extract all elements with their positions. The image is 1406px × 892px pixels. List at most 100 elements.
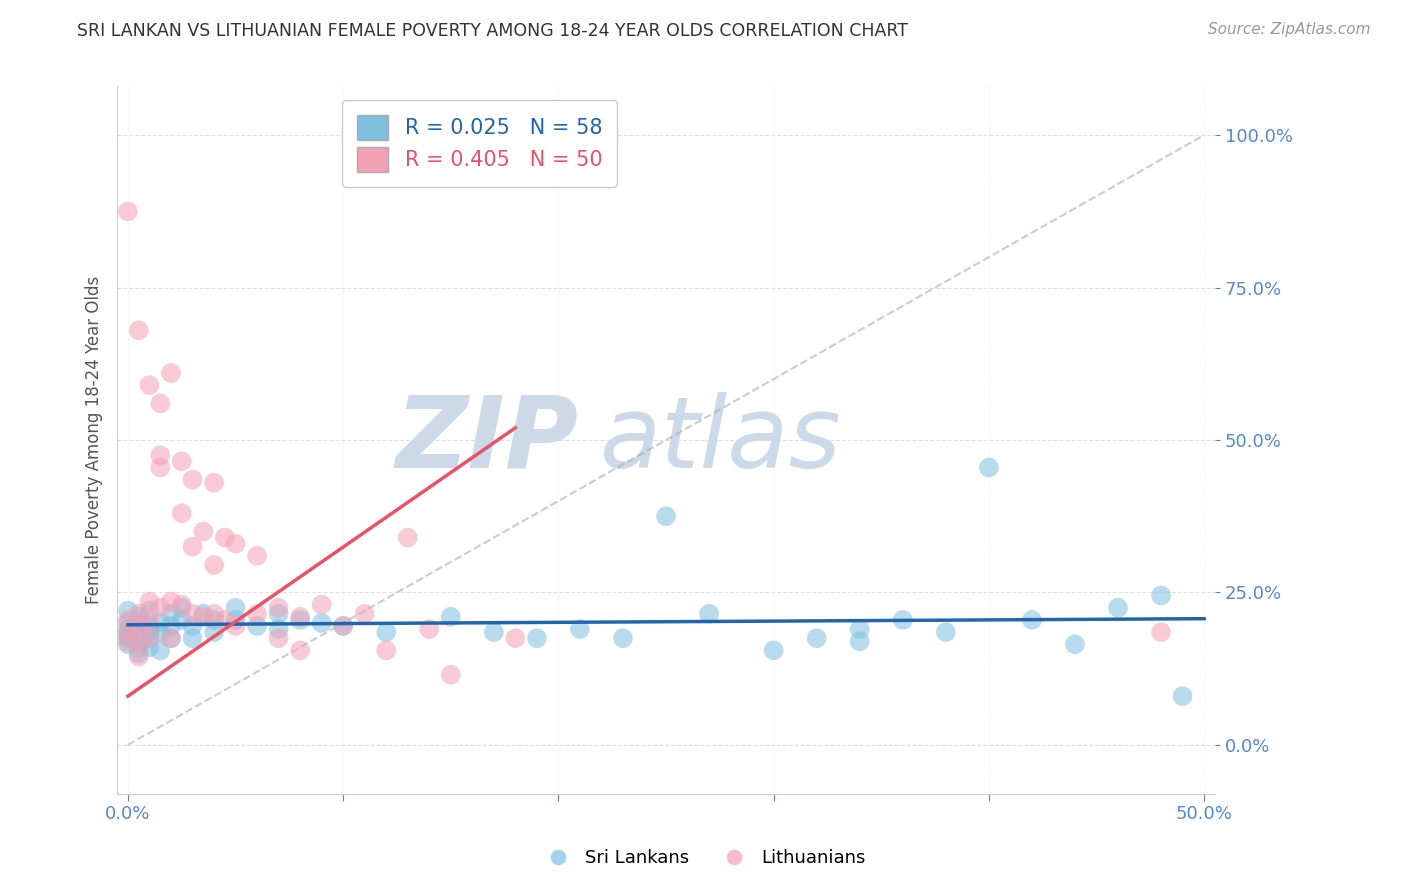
Point xyxy=(505,631,527,645)
Point xyxy=(891,613,914,627)
Point xyxy=(267,622,290,636)
Point xyxy=(149,643,172,657)
Point xyxy=(117,615,139,630)
Point xyxy=(225,619,247,633)
Point xyxy=(193,610,215,624)
Point xyxy=(138,631,160,645)
Point xyxy=(267,631,290,645)
Point xyxy=(288,643,311,657)
Point xyxy=(246,607,269,621)
Point xyxy=(160,594,183,608)
Point xyxy=(181,631,204,645)
Point xyxy=(117,634,139,648)
Point xyxy=(1107,600,1129,615)
Point xyxy=(160,366,183,380)
Point xyxy=(138,594,160,608)
Point xyxy=(128,634,150,648)
Point xyxy=(160,619,183,633)
Point xyxy=(762,643,785,657)
Point xyxy=(138,625,160,640)
Point xyxy=(128,615,150,630)
Point xyxy=(149,615,172,630)
Point xyxy=(202,475,225,490)
Point xyxy=(396,531,419,545)
Point xyxy=(181,540,204,554)
Point xyxy=(160,631,183,645)
Point xyxy=(288,610,311,624)
Text: ZIP: ZIP xyxy=(395,392,578,489)
Point xyxy=(848,622,870,636)
Point xyxy=(202,625,225,640)
Point xyxy=(214,531,236,545)
Point xyxy=(332,619,354,633)
Point xyxy=(375,643,398,657)
Point xyxy=(128,649,150,664)
Point xyxy=(806,631,828,645)
Point xyxy=(128,619,150,633)
Point xyxy=(149,460,172,475)
Point xyxy=(311,615,333,630)
Point xyxy=(612,631,634,645)
Point xyxy=(170,454,193,468)
Point xyxy=(267,600,290,615)
Point xyxy=(353,607,375,621)
Point xyxy=(1150,625,1173,640)
Point xyxy=(117,637,139,651)
Point xyxy=(440,610,463,624)
Point xyxy=(117,622,139,636)
Point xyxy=(170,613,193,627)
Point xyxy=(1064,637,1087,651)
Point xyxy=(128,607,150,621)
Point xyxy=(117,628,139,642)
Y-axis label: Female Poverty Among 18-24 Year Olds: Female Poverty Among 18-24 Year Olds xyxy=(86,276,103,604)
Point xyxy=(181,607,204,621)
Point xyxy=(117,204,139,219)
Point xyxy=(138,378,160,392)
Point xyxy=(128,619,150,633)
Point xyxy=(526,631,548,645)
Point xyxy=(181,473,204,487)
Point xyxy=(149,600,172,615)
Point xyxy=(202,613,225,627)
Text: atlas: atlas xyxy=(600,392,842,489)
Point xyxy=(117,613,139,627)
Point xyxy=(214,613,236,627)
Point xyxy=(655,509,678,524)
Point xyxy=(1171,689,1194,703)
Point xyxy=(977,460,1000,475)
Point xyxy=(848,634,870,648)
Point xyxy=(170,600,193,615)
Point xyxy=(482,625,505,640)
Point xyxy=(128,610,150,624)
Point xyxy=(117,625,139,640)
Point xyxy=(246,619,269,633)
Point xyxy=(128,640,150,655)
Point xyxy=(128,628,150,642)
Point xyxy=(246,549,269,563)
Point xyxy=(1021,613,1043,627)
Point xyxy=(225,613,247,627)
Point xyxy=(117,604,139,618)
Point xyxy=(160,631,183,645)
Point xyxy=(138,604,160,618)
Point xyxy=(117,631,139,645)
Point xyxy=(181,619,204,633)
Point xyxy=(202,607,225,621)
Text: SRI LANKAN VS LITHUANIAN FEMALE POVERTY AMONG 18-24 YEAR OLDS CORRELATION CHART: SRI LANKAN VS LITHUANIAN FEMALE POVERTY … xyxy=(77,22,908,40)
Point xyxy=(138,640,160,655)
Point xyxy=(128,323,150,337)
Point xyxy=(1150,589,1173,603)
Point xyxy=(193,524,215,539)
Point xyxy=(138,619,160,633)
Point xyxy=(170,598,193,612)
Point xyxy=(311,598,333,612)
Point xyxy=(225,537,247,551)
Point xyxy=(288,613,311,627)
Point xyxy=(225,600,247,615)
Point xyxy=(935,625,957,640)
Point xyxy=(568,622,591,636)
Point xyxy=(267,607,290,621)
Legend: R = 0.025   N = 58, R = 0.405   N = 50: R = 0.025 N = 58, R = 0.405 N = 50 xyxy=(342,100,617,186)
Point xyxy=(418,622,440,636)
Point xyxy=(170,506,193,520)
